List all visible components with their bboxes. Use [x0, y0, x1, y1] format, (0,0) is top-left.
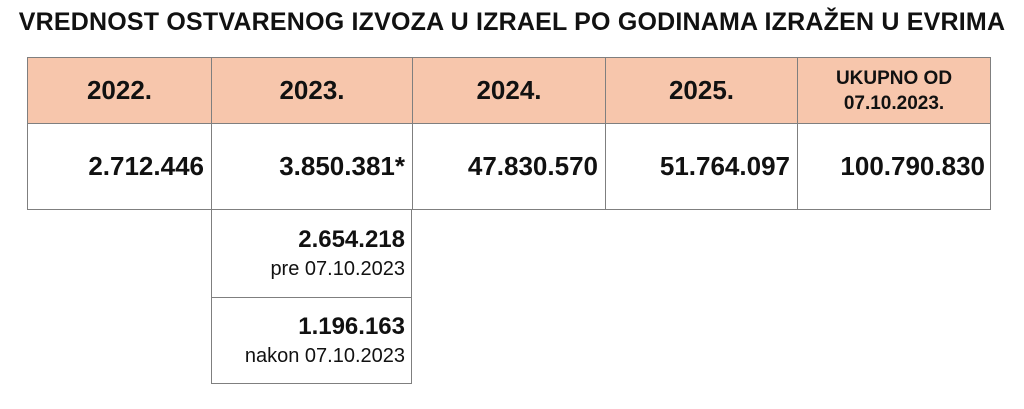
header-row: 2022. 2023. 2024. 2025. UKUPNO OD 07.10.…: [27, 57, 991, 124]
breakdown-after-value: 1.196.163: [298, 313, 405, 340]
header-cell-2023: 2023.: [211, 57, 413, 124]
breakdown-after-cell: 1.196.163 nakon 07.10.2023: [211, 298, 412, 384]
page-title: VREDNOST OSTVARENOG IZVOZA U IZRAEL PO G…: [18, 8, 1006, 36]
value-cell-total: 100.790.830: [797, 123, 991, 210]
value-cell-2024: 47.830.570: [412, 123, 606, 210]
value-row: 2.712.446 3.850.381* 47.830.570 51.764.0…: [27, 123, 991, 210]
value-cell-2023: 3.850.381*: [211, 123, 413, 210]
export-table: 2022. 2023. 2024. 2025. UKUPNO OD 07.10.…: [27, 57, 991, 210]
breakdown-before-value: 2.654.218: [298, 226, 405, 253]
breakdown-after-label: nakon 07.10.2023: [244, 345, 405, 367]
breakdown-before-cell: 2.654.218 pre 07.10.2023: [211, 209, 412, 298]
breakdown-before-label: pre 07.10.2023: [270, 258, 405, 280]
header-cell-2025: 2025.: [605, 57, 798, 124]
header-cell-2024: 2024.: [412, 57, 606, 124]
header-cell-2022: 2022.: [27, 57, 212, 124]
header-total-line2: 07.10.2023.: [843, 92, 945, 114]
header-total-line1: UKUPNO OD: [835, 67, 953, 89]
value-cell-2022: 2.712.446: [27, 123, 212, 210]
value-cell-2025: 51.764.097: [605, 123, 798, 210]
header-cell-total: UKUPNO OD 07.10.2023.: [797, 57, 991, 124]
